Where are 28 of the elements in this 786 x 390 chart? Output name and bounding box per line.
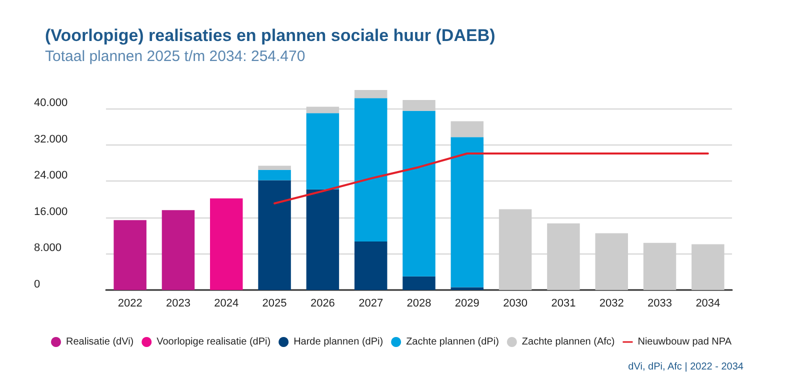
chart-title: (Voorlopige) realisaties en plannen sociale huur (DAEB) xyxy=(45,26,496,45)
legend-label: Harde plannen (dPi) xyxy=(294,336,384,348)
legend-label: Nieuwbouw pad NPA xyxy=(638,336,732,348)
x-tick-label: 2032 xyxy=(599,298,624,310)
x-tick-label: 2028 xyxy=(406,298,432,310)
legend-label: Realisatie (dVi) xyxy=(66,336,134,348)
y-tick-label: 0 xyxy=(34,278,40,290)
x-tick-label: 2034 xyxy=(696,298,720,310)
x-tick-label: 2033 xyxy=(648,298,672,310)
y-tick-label: 40.000 xyxy=(34,97,68,110)
y-tick-label: 24.000 xyxy=(34,170,68,182)
x-tick-label: 2022 xyxy=(118,298,142,310)
x-tick-label: 2023 xyxy=(166,298,190,310)
legend-label: Zachte plannen (dPi) xyxy=(406,336,499,348)
x-tick-label: 2030 xyxy=(503,298,528,310)
x-tick-label: 2029 xyxy=(454,298,480,310)
x-tick-label: 2025 xyxy=(262,298,287,310)
y-tick-label: 16.000 xyxy=(34,206,68,218)
y-tick-label: 8.000 xyxy=(34,242,62,254)
x-tick-label: 2031 xyxy=(551,298,576,310)
text: dVi, dPi, Afc | 2022 - 2034 xyxy=(628,362,744,372)
legend-label: Voorlopige realisatie (dPi) xyxy=(156,336,271,348)
y-tick-label: 32.000 xyxy=(34,133,68,146)
x-tick-label: 2027 xyxy=(358,298,384,310)
x-tick-label: 2026 xyxy=(310,298,335,310)
legend-label: Zachte plannen (Afc) xyxy=(522,336,615,348)
x-tick-label: 2024 xyxy=(214,298,239,310)
chart-subtitle: Totaal plannen 2025 t/m 2034: 254.470 xyxy=(45,48,306,65)
